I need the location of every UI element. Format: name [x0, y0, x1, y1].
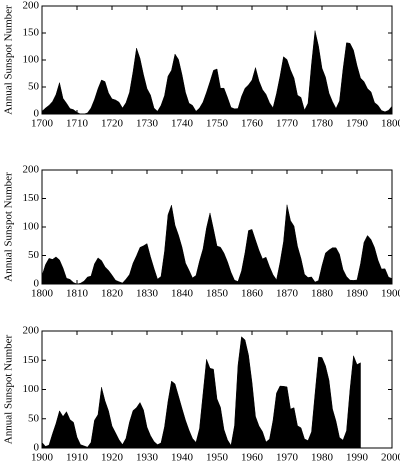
x-tick-label: 1890	[346, 288, 369, 300]
x-tick-label: 1920	[101, 452, 124, 464]
x-tick-label: 1960	[241, 452, 264, 464]
y-tick-label: 150	[23, 354, 40, 366]
x-tick-label: 1850	[206, 288, 229, 300]
x-tick-label: 1820	[101, 288, 124, 300]
x-tick-label: 1720	[101, 118, 124, 130]
x-tick-label: 1860	[241, 288, 264, 300]
y-axis-label: Annual Sunspot Number	[3, 334, 15, 444]
x-tick-label: 1710	[66, 118, 89, 130]
x-tick-label: 1930	[136, 452, 159, 464]
y-tick-label: 100	[23, 221, 40, 233]
x-tick-label: 1940	[171, 452, 194, 464]
x-tick-label: 1990	[346, 452, 369, 464]
x-tick-label: 1740	[171, 118, 194, 130]
y-axis-label: Annual Sunspot Number	[3, 172, 15, 282]
x-tick-label: 1870	[276, 288, 299, 300]
y-tick-label: 150	[23, 27, 40, 39]
x-tick-label: 1880	[311, 288, 334, 300]
x-tick-label: 1840	[171, 288, 194, 300]
x-tick-label: 1770	[276, 118, 299, 130]
x-tick-label: 2000	[381, 452, 400, 464]
x-tick-label: 1800	[31, 288, 54, 300]
x-tick-label: 1760	[241, 118, 264, 130]
y-tick-label: 100	[23, 54, 40, 66]
area	[41, 30, 393, 115]
x-tick-label: 1750	[206, 118, 229, 130]
x-tick-label: 1790	[346, 118, 369, 130]
area	[41, 336, 361, 449]
y-tick-label: 200	[23, 164, 40, 176]
x-tick-label: 1970	[276, 452, 299, 464]
y-tick-label: 0	[34, 278, 40, 290]
x-tick-label: 1910	[66, 452, 89, 464]
y-tick-label: 50	[28, 81, 40, 93]
x-tick-label: 1700	[31, 118, 54, 130]
y-tick-label: 200	[23, 0, 40, 12]
x-tick-label: 1810	[66, 288, 89, 300]
y-tick-label: 200	[23, 325, 40, 337]
x-tick-label: 1780	[311, 118, 334, 130]
y-axis-label: Annual Sunspot Number	[3, 5, 15, 115]
x-tick-label: 1830	[136, 288, 159, 300]
y-tick-label: 150	[23, 192, 40, 204]
y-tick-label: 0	[34, 442, 40, 454]
y-tick-label: 50	[28, 249, 40, 261]
area	[41, 204, 393, 285]
y-tick-label: 50	[28, 412, 40, 424]
x-tick-label: 1950	[206, 452, 229, 464]
x-tick-label: 1900	[381, 288, 400, 300]
x-tick-label: 1730	[136, 118, 159, 130]
x-tick-label: 1900	[31, 452, 54, 464]
x-tick-label: 1800	[381, 118, 400, 130]
y-tick-label: 0	[34, 108, 40, 120]
x-tick-label: 1980	[311, 452, 334, 464]
y-tick-label: 100	[23, 383, 40, 395]
